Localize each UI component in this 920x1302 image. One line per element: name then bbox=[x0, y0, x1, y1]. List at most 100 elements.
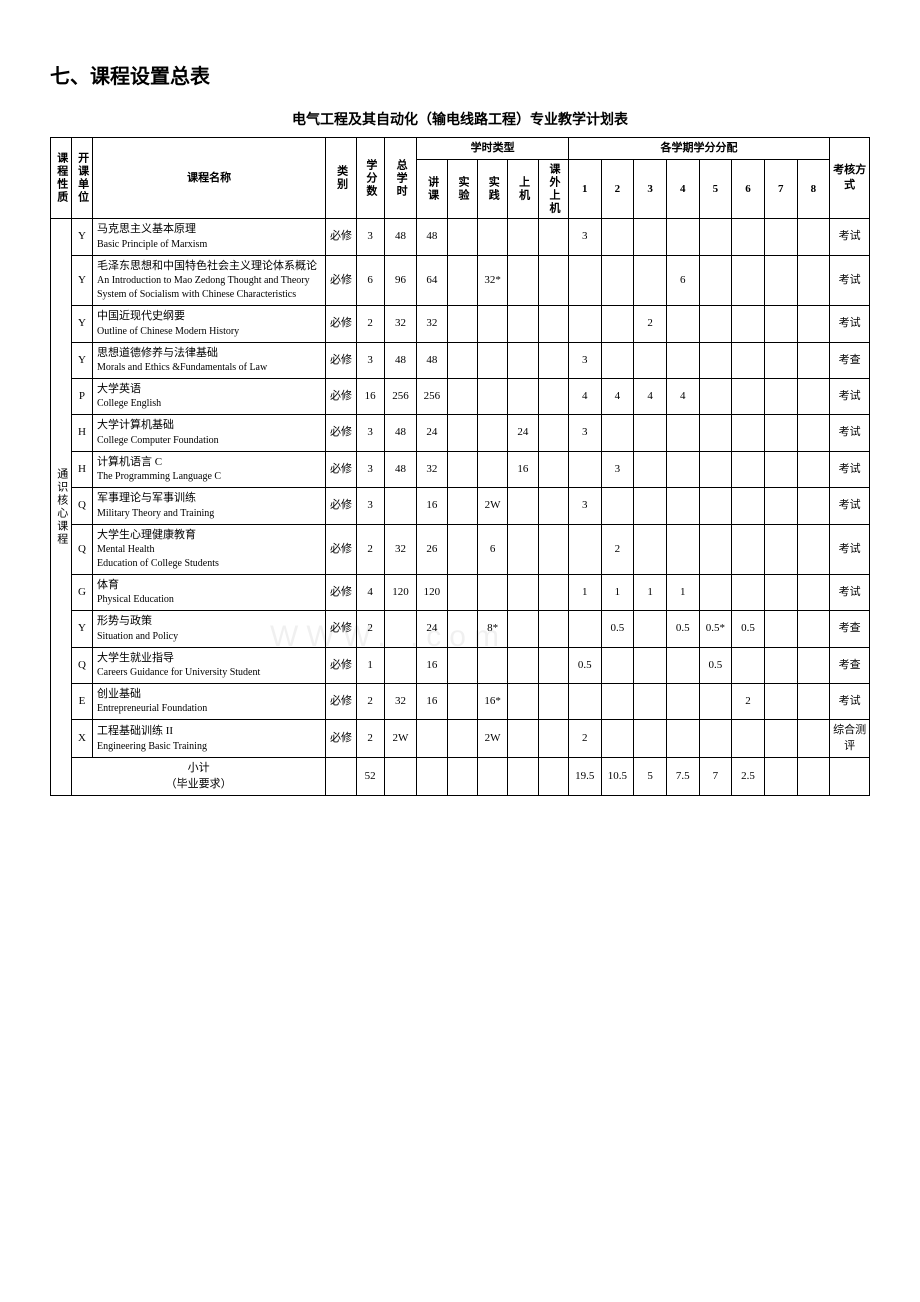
sem-cell bbox=[634, 451, 667, 487]
data-cell bbox=[508, 611, 538, 647]
course-name-en: College English bbox=[97, 397, 321, 411]
subtotal-sem: 5 bbox=[634, 758, 667, 796]
data-cell: 必修 bbox=[326, 255, 356, 305]
sem-cell bbox=[634, 488, 667, 524]
hdr-extra-computer: 课外上机 bbox=[538, 160, 568, 219]
data-cell: 32 bbox=[417, 306, 447, 342]
subtotal-sem bbox=[797, 758, 830, 796]
data-cell: 3 bbox=[356, 342, 384, 378]
data-cell: 24 bbox=[417, 611, 447, 647]
sem-cell: 4 bbox=[568, 378, 601, 414]
assess-cell: 考查 bbox=[830, 647, 870, 683]
page-wrap: 七、课程设置总表 电气工程及其自动化（输电线路工程）专业教学计划表 WWW. .… bbox=[50, 60, 870, 796]
data-cell: 3 bbox=[356, 451, 384, 487]
data-cell bbox=[508, 720, 538, 758]
sem-cell bbox=[666, 219, 699, 255]
sem-cell bbox=[666, 451, 699, 487]
sem-cell bbox=[601, 342, 634, 378]
sem-cell: 3 bbox=[601, 451, 634, 487]
course-name-cn: 计算机语言 C bbox=[97, 456, 162, 468]
data-cell: 3 bbox=[356, 415, 384, 451]
course-name-cell: 中国近现代史纲要Outline of Chinese Modern Histor… bbox=[92, 306, 325, 342]
data-cell: 120 bbox=[384, 574, 417, 610]
sem-cell bbox=[568, 451, 601, 487]
course-name-en: The Programming Language C bbox=[97, 470, 321, 484]
sem-cell bbox=[699, 415, 732, 451]
sem-cell bbox=[797, 306, 830, 342]
data-cell bbox=[538, 574, 568, 610]
sem-cell bbox=[699, 574, 732, 610]
sem-cell bbox=[568, 524, 601, 574]
sem-cell bbox=[699, 524, 732, 574]
assess-cell: 考试 bbox=[830, 574, 870, 610]
unit-cell: Q bbox=[71, 647, 92, 683]
table-row: Q大学生心理健康教育Mental HealthEducation of Coll… bbox=[51, 524, 870, 574]
data-cell: 8* bbox=[477, 611, 507, 647]
sem-cell bbox=[634, 647, 667, 683]
data-cell bbox=[384, 488, 417, 524]
unit-cell: Y bbox=[71, 611, 92, 647]
course-name-cn: 大学生心理健康教育 bbox=[97, 529, 196, 541]
data-cell bbox=[447, 524, 477, 574]
hdr-credits: 学分数 bbox=[356, 138, 384, 219]
course-name-cn: 毛泽东思想和中国特色社会主义理论体系概论 bbox=[97, 260, 317, 272]
course-name-cell: 大学生心理健康教育Mental HealthEducation of Colle… bbox=[92, 524, 325, 574]
subtotal-empty bbox=[830, 758, 870, 796]
sem-cell bbox=[797, 219, 830, 255]
data-cell bbox=[447, 415, 477, 451]
data-cell bbox=[417, 720, 447, 758]
assess-cell: 考试 bbox=[830, 488, 870, 524]
sem-cell bbox=[764, 524, 797, 574]
data-cell: 16* bbox=[477, 684, 507, 720]
data-cell bbox=[477, 342, 507, 378]
data-cell: 必修 bbox=[326, 488, 356, 524]
hdr-computer: 上机 bbox=[508, 160, 538, 219]
data-cell bbox=[477, 451, 507, 487]
data-cell bbox=[508, 219, 538, 255]
sem-cell bbox=[699, 488, 732, 524]
subtotal-sem: 10.5 bbox=[601, 758, 634, 796]
sem-cell bbox=[764, 611, 797, 647]
data-cell bbox=[538, 647, 568, 683]
sem-cell bbox=[634, 415, 667, 451]
subtotal-label: 小计（毕业要求） bbox=[71, 758, 325, 796]
unit-cell: Y bbox=[71, 219, 92, 255]
subtotal-empty bbox=[417, 758, 447, 796]
assess-cell: 考试 bbox=[830, 451, 870, 487]
sem-cell: 6 bbox=[666, 255, 699, 305]
course-name-en: An Introduction to Mao Zedong Thought an… bbox=[97, 274, 321, 302]
data-cell bbox=[508, 647, 538, 683]
data-cell bbox=[508, 378, 538, 414]
course-name-en: Basic Principle of Marxism bbox=[97, 238, 321, 252]
subtotal-sem: 2.5 bbox=[732, 758, 765, 796]
sem-cell bbox=[732, 720, 765, 758]
data-cell bbox=[508, 342, 538, 378]
data-cell: 2W bbox=[384, 720, 417, 758]
course-name-cell: 计算机语言 C The Programming Language C bbox=[92, 451, 325, 487]
sem-cell bbox=[666, 342, 699, 378]
data-cell: 4 bbox=[356, 574, 384, 610]
sem-cell bbox=[764, 378, 797, 414]
unit-cell: E bbox=[71, 684, 92, 720]
sem-cell bbox=[666, 684, 699, 720]
course-name-cell: 思想道德修养与法律基础Morals and Ethics &Fundamenta… bbox=[92, 342, 325, 378]
sem-cell bbox=[634, 219, 667, 255]
data-cell bbox=[538, 255, 568, 305]
course-name-cell: 创业基础Entrepreneurial Foundation bbox=[92, 684, 325, 720]
data-cell bbox=[447, 684, 477, 720]
data-cell: 24 bbox=[417, 415, 447, 451]
sem-cell: 4 bbox=[634, 378, 667, 414]
data-cell: 256 bbox=[417, 378, 447, 414]
sem-cell bbox=[797, 342, 830, 378]
data-cell bbox=[538, 342, 568, 378]
data-cell bbox=[447, 488, 477, 524]
table-row: Q军事理论与军事训练Military Theory and Training必修… bbox=[51, 488, 870, 524]
table-row: X工程基础训练 IIEngineering Basic Training必修22… bbox=[51, 720, 870, 758]
course-name-cell: 大学计算机基础College Computer Foundation bbox=[92, 415, 325, 451]
section-title: 七、课程设置总表 bbox=[50, 60, 870, 89]
course-name-cell: 毛泽东思想和中国特色社会主义理论体系概论 An Introduction to M… bbox=[92, 255, 325, 305]
data-cell: 必修 bbox=[326, 611, 356, 647]
table-row: Y毛泽东思想和中国特色社会主义理论体系概论An Introduction to … bbox=[51, 255, 870, 305]
hdr-s4: 4 bbox=[666, 160, 699, 219]
course-name-en: Outline of Chinese Modern History bbox=[97, 325, 321, 339]
